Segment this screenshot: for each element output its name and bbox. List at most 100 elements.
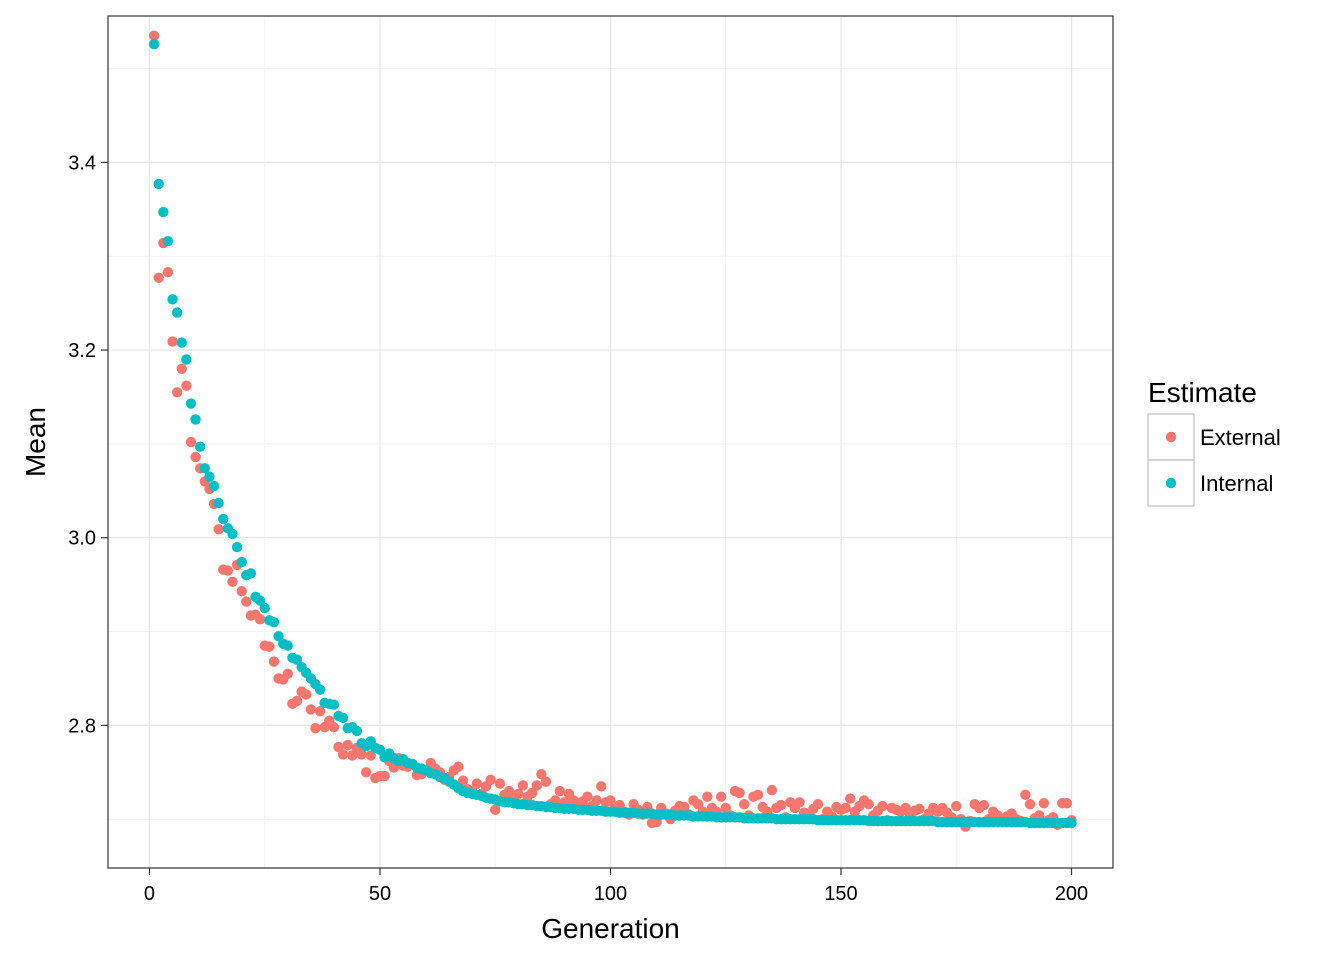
data-point: [863, 798, 874, 810]
data-point: [176, 337, 187, 348]
data-point: [176, 363, 187, 375]
data-point: [310, 722, 321, 734]
data-point: [167, 336, 178, 347]
legend-title: Estimate: [1148, 377, 1257, 408]
data-point: [1034, 810, 1045, 821]
data-point: [360, 767, 372, 778]
y-tick-label: 2.8: [68, 715, 96, 737]
data-point: [291, 695, 303, 707]
x-tick-label: 100: [594, 883, 627, 905]
data-point: [812, 798, 824, 810]
data-point: [273, 631, 284, 642]
data-point: [596, 781, 607, 792]
data-point: [148, 38, 160, 50]
legend: Estimate External Internal: [1147, 377, 1281, 507]
x-tick-label: 150: [824, 883, 857, 905]
legend-label: External: [1200, 425, 1281, 450]
data-point: [568, 795, 579, 806]
y-axis-title: Mean: [20, 407, 51, 477]
data-point: [379, 770, 390, 782]
data-point: [877, 800, 888, 812]
data-point: [720, 802, 731, 814]
data-point: [218, 513, 229, 525]
data-point: [158, 206, 169, 218]
data-point: [1061, 798, 1073, 809]
legend-items: External Internal: [1147, 413, 1281, 507]
data-point: [337, 749, 349, 760]
data-point: [513, 788, 524, 800]
grid-major: [108, 16, 1113, 868]
data-point: [208, 480, 220, 492]
x-tick-label: 200: [1055, 883, 1088, 905]
y-tick-label: 3.0: [68, 528, 96, 550]
data-point: [199, 463, 211, 474]
data-point: [471, 778, 483, 789]
data-point: [900, 802, 911, 814]
data-point: [951, 800, 962, 812]
data-point: [775, 799, 787, 811]
data-point: [185, 398, 197, 409]
y-tick-label: 3.4: [68, 152, 96, 174]
data-point: [342, 739, 353, 751]
data-point: [259, 602, 270, 614]
data-point: [494, 778, 506, 789]
data-point: [356, 749, 367, 760]
data-point: [540, 776, 552, 787]
data-point: [153, 178, 164, 190]
data-point: [171, 307, 183, 318]
data-point: [291, 654, 303, 665]
data-point: [679, 801, 690, 813]
data-point: [153, 272, 164, 283]
data-point: [347, 750, 358, 761]
data-point: [526, 787, 538, 799]
data-point: [738, 798, 750, 810]
data-point: [978, 799, 990, 811]
data-point: [167, 294, 178, 305]
data-point: [282, 668, 293, 679]
x-tick-label: 0: [144, 883, 155, 905]
data-point: [231, 541, 243, 553]
data-point: [254, 614, 266, 625]
data-point: [605, 795, 616, 806]
data-point: [702, 791, 713, 802]
data-point: [503, 785, 515, 797]
data-point: [204, 471, 215, 482]
legend-key-point: [1165, 477, 1177, 489]
y-tick-label: 3.2: [68, 340, 96, 362]
series-internal: [148, 38, 1077, 829]
data-point: [236, 556, 247, 568]
data-point: [195, 441, 206, 452]
data-point: [374, 744, 386, 755]
data-point: [651, 816, 662, 828]
data-point: [845, 793, 856, 804]
data-point: [914, 803, 925, 815]
x-axis: 0 50 100 150 200: [144, 868, 1088, 905]
data-points: [148, 30, 1077, 832]
data-point: [213, 497, 224, 509]
data-point: [236, 585, 247, 597]
data-point: [227, 576, 238, 588]
data-point: [162, 266, 174, 278]
data-point: [591, 795, 602, 806]
data-point: [453, 761, 464, 772]
data-point: [328, 699, 340, 710]
legend-label: Internal: [1200, 471, 1273, 496]
data-point: [794, 797, 805, 808]
y-axis: 2.8 3.0 3.2 3.4: [68, 152, 108, 737]
data-point: [190, 414, 201, 425]
data-point: [185, 436, 197, 448]
data-point: [222, 565, 234, 576]
data-point: [171, 387, 183, 398]
data-point: [554, 785, 565, 797]
data-point: [148, 30, 160, 41]
data-point: [337, 712, 349, 724]
data-point: [517, 780, 529, 791]
data-point: [162, 235, 174, 247]
data-point: [582, 791, 593, 802]
data-point: [490, 804, 501, 816]
data-point: [365, 750, 376, 761]
data-point: [241, 596, 252, 607]
data-point: [333, 741, 344, 753]
data-point: [531, 780, 542, 791]
x-axis-title: Generation: [541, 913, 680, 944]
